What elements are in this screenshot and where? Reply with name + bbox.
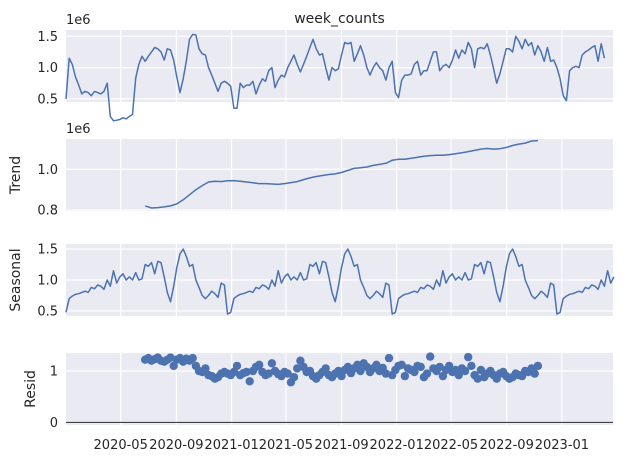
y-tick-label: 0.5 (37, 92, 58, 107)
series-line-week-counts (65, 33, 606, 122)
resid-point (283, 369, 292, 378)
x-tick-label: 2021-01 (204, 438, 258, 453)
x-tick-label: 2021-09 (314, 438, 368, 453)
resid-point (435, 362, 444, 372)
resid-point (289, 373, 299, 382)
scale-label: 1e6 (66, 122, 91, 137)
resid-point (296, 356, 305, 365)
resid-point (255, 360, 264, 369)
resid-point (454, 370, 463, 380)
y-tick-label: 1.0 (37, 163, 58, 178)
resid-point (422, 369, 432, 378)
y-tick-label: 0.5 (37, 305, 58, 320)
resid-point (267, 359, 277, 368)
resid-point (356, 366, 365, 376)
resid-point (476, 365, 486, 375)
resid-point (232, 361, 242, 371)
x-tick-label: 2022-01 (370, 438, 424, 453)
resid-point (381, 369, 391, 378)
y-axis-label: Seasonal (8, 248, 24, 311)
resid-point (397, 360, 406, 369)
panel-title: week_counts (294, 11, 385, 27)
panel-background (66, 353, 613, 425)
y-tick-label: 1.0 (37, 61, 58, 76)
resid-point (533, 361, 543, 371)
resid-point (384, 353, 394, 363)
panel-week-counts: 0.5 1.0 1.5 1e6 week_counts (37, 11, 613, 122)
resid-point (467, 361, 476, 371)
y-tick-label: 1.5 (37, 243, 58, 258)
y-tick-label: 0.8 (37, 204, 58, 219)
resid-point (426, 352, 435, 361)
y-tick-label: 1 (50, 365, 58, 380)
x-tick-label: 2020-05 (94, 438, 148, 453)
x-tick-label: 2021-05 (259, 438, 313, 453)
series-line-trend (144, 139, 538, 209)
panel-seasonal: 0.5 1.0 1.5 Seasonal (8, 243, 615, 320)
x-tick-label: 2022-09 (480, 438, 534, 453)
resid-point (353, 360, 362, 369)
resid-point (400, 371, 410, 381)
y-tick-label: 0 (50, 416, 58, 431)
y-axis-label: Resid (23, 370, 39, 408)
panel-trend: 0.8 1.0 1e6 Trend (8, 122, 613, 219)
resid-point (201, 364, 210, 373)
series-line-seasonal (65, 248, 615, 315)
y-axis-label: Trend (8, 156, 24, 195)
resid-point (321, 364, 330, 373)
resid-point (416, 362, 425, 372)
scale-label: 1e6 (66, 13, 91, 28)
resid-point (473, 374, 482, 383)
y-tick-label: 1.5 (37, 30, 58, 45)
x-tick-label: 2023-01 (535, 438, 589, 453)
resid-point (372, 360, 381, 369)
resid-point (293, 364, 302, 373)
resid-point (245, 377, 254, 386)
y-tick-label: 1.0 (37, 274, 58, 289)
resid-point (264, 369, 273, 378)
x-tick-label: 2020-09 (149, 438, 203, 453)
resid-point (188, 353, 197, 363)
resid-point (464, 352, 473, 362)
panel-background (66, 139, 613, 211)
panel-resid: 0 1 Resid (23, 352, 613, 431)
resid-point (343, 362, 353, 372)
x-axis: 2020-05 2020-09 2021-01 2021-05 2021-09 2022-… (94, 438, 590, 453)
resid-point (530, 369, 539, 378)
resid-point (169, 361, 178, 371)
resid-point (460, 366, 470, 376)
x-tick-label: 2022-05 (424, 438, 478, 453)
resid-point (242, 367, 251, 377)
